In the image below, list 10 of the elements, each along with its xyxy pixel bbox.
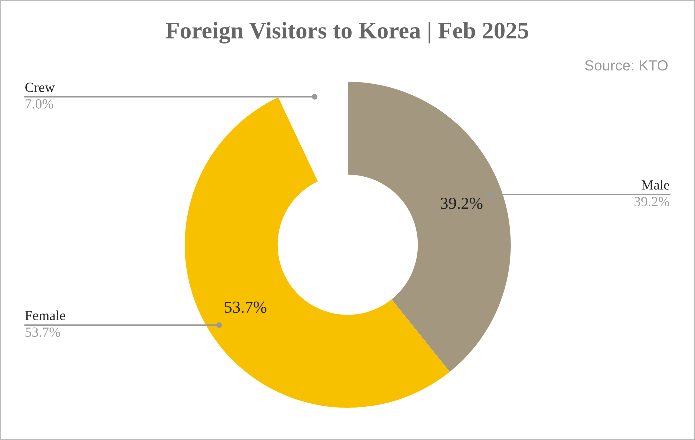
- chart-title: Foreign Visitors to Korea | Feb 2025: [166, 22, 528, 44]
- data-label: 53.7%: [26, 328, 60, 338]
- slice-label: Female: [25, 310, 66, 320]
- text: 53.7%: [225, 302, 267, 314]
- data-label: 39.2%: [634, 197, 670, 207]
- text: 39.2%: [441, 198, 483, 210]
- chart-subtitle: Source: KTO: [585, 60, 668, 71]
- slice-label: Crew: [26, 82, 56, 92]
- slice-label: Male: [642, 180, 670, 190]
- data-label: 7.0%: [26, 99, 54, 109]
